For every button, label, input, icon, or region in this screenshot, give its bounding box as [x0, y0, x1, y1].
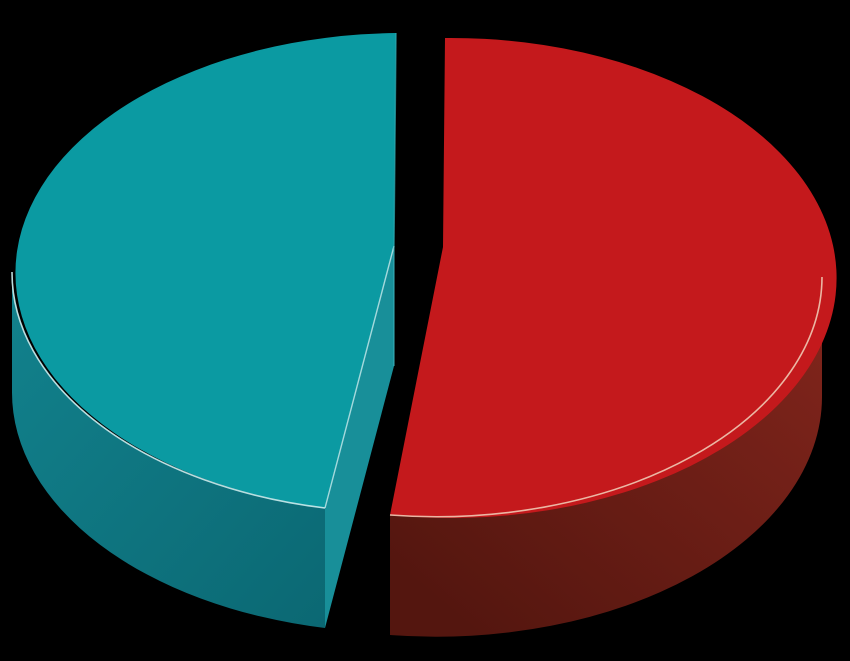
left-slice-upper-chord-edge — [393, 32, 397, 247]
right-slice-rim-side — [390, 277, 822, 637]
left-slice-rim-highlight — [11, 271, 326, 509]
left-slice-cut-face — [325, 246, 394, 628]
right-slice-rim-highlight — [389, 276, 823, 518]
left-slice-cut-edge-highlight — [324, 245, 395, 509]
right-slice-top-face — [390, 37, 837, 518]
left-slice-top-face — [15, 33, 397, 508]
left-slice-rim-side — [11, 272, 326, 628]
